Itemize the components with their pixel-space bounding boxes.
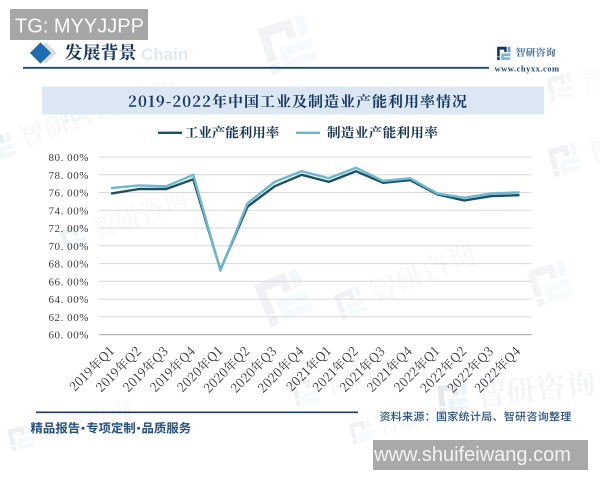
svg-text:76. 00%: 76. 00% bbox=[48, 188, 89, 200]
svg-text:78. 00%: 78. 00% bbox=[48, 170, 89, 182]
svg-text:74. 00%: 74. 00% bbox=[48, 205, 89, 217]
svg-text:66. 00%: 66. 00% bbox=[48, 276, 89, 288]
svg-text:www.shuifeiwang.com: www.shuifeiwang.com bbox=[373, 444, 571, 466]
svg-text:TG: MYYJJPP: TG: MYYJJPP bbox=[15, 16, 144, 38]
svg-text:68. 00%: 68. 00% bbox=[48, 259, 89, 271]
svg-text:64. 00%: 64. 00% bbox=[48, 294, 89, 306]
svg-text:60. 00%: 60. 00% bbox=[48, 330, 89, 342]
svg-text:www.chyxx.com: www.chyxx.com bbox=[495, 64, 560, 74]
svg-text:62. 00%: 62. 00% bbox=[48, 312, 89, 324]
svg-text:80. 00%: 80. 00% bbox=[48, 152, 89, 164]
svg-text:Chain: Chain bbox=[141, 45, 188, 64]
svg-text:70. 00%: 70. 00% bbox=[48, 241, 89, 253]
svg-text:72. 00%: 72. 00% bbox=[48, 223, 89, 235]
